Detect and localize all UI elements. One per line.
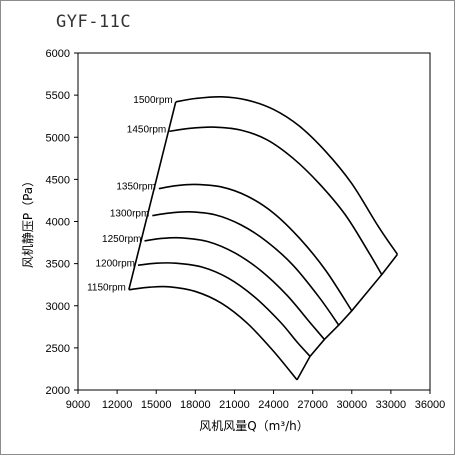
- x-axis-ticks: 9000 12000 15000 18000 21000 24000 27000 30000 3…: [66, 390, 446, 411]
- x-axis-title: 风机风量Q（m³/h）: [199, 419, 309, 433]
- left-boundary-line: [128, 101, 177, 290]
- x-tick-label: 30000: [336, 399, 367, 411]
- x-tick-label: 18000: [180, 399, 211, 411]
- curve-label-1200rpm: 1200rpm: [96, 258, 135, 269]
- chart-title: GYF-11C: [56, 12, 132, 32]
- x-tick-label: 21000: [219, 399, 250, 411]
- curve-labels-group: 1500rpm 1450rpm 1350rpm 1300rpm 1250rpm 1200r…: [87, 95, 173, 294]
- curve-1350rpm: [158, 183, 353, 312]
- curve-1250rpm: [144, 236, 326, 340]
- x-tick-label: 33000: [376, 399, 407, 411]
- y-axis-ticks: 2000 2500 3000 3500 4000 4500 5000 5500 6000: [46, 48, 78, 397]
- y-tick-label: 5500: [46, 90, 70, 102]
- y-tick-label: 3000: [46, 301, 70, 313]
- curve-label-1450rpm: 1450rpm: [127, 124, 166, 135]
- curve-label-1300rpm: 1300rpm: [110, 209, 149, 220]
- x-tick-label: 15000: [141, 399, 172, 411]
- y-tick-label: 2500: [46, 343, 70, 355]
- y-tick-label: 5000: [46, 132, 70, 144]
- x-tick-label: 9000: [66, 399, 90, 411]
- y-tick-label: 6000: [46, 48, 70, 60]
- curve-label-1350rpm: 1350rpm: [116, 182, 155, 193]
- curve-label-1250rpm: 1250rpm: [102, 234, 141, 245]
- y-tick-label: 4500: [46, 174, 70, 186]
- y-tick-label: 2000: [46, 385, 70, 397]
- curve-1150rpm: [128, 285, 298, 381]
- curve-1200rpm: [137, 262, 311, 357]
- curve-1450rpm: [169, 126, 383, 275]
- curve-label-1500rpm: 1500rpm: [133, 95, 172, 106]
- right-boundary-line: [296, 253, 399, 381]
- curve-label-1150rpm: 1150rpm: [87, 283, 126, 294]
- x-tick-label: 24000: [258, 399, 289, 411]
- y-tick-label: 4000: [46, 217, 70, 229]
- plot-area: [77, 52, 431, 391]
- curve-1500rpm: [175, 95, 399, 255]
- y-tick-label: 3500: [46, 259, 70, 271]
- x-tick-label: 12000: [102, 399, 133, 411]
- y-axis-title: 风机静压P（Pa）: [21, 175, 35, 268]
- x-tick-label: 27000: [297, 399, 328, 411]
- curves-group: [128, 95, 399, 381]
- curve-1300rpm: [152, 210, 340, 326]
- x-tick-label: 36000: [415, 399, 446, 411]
